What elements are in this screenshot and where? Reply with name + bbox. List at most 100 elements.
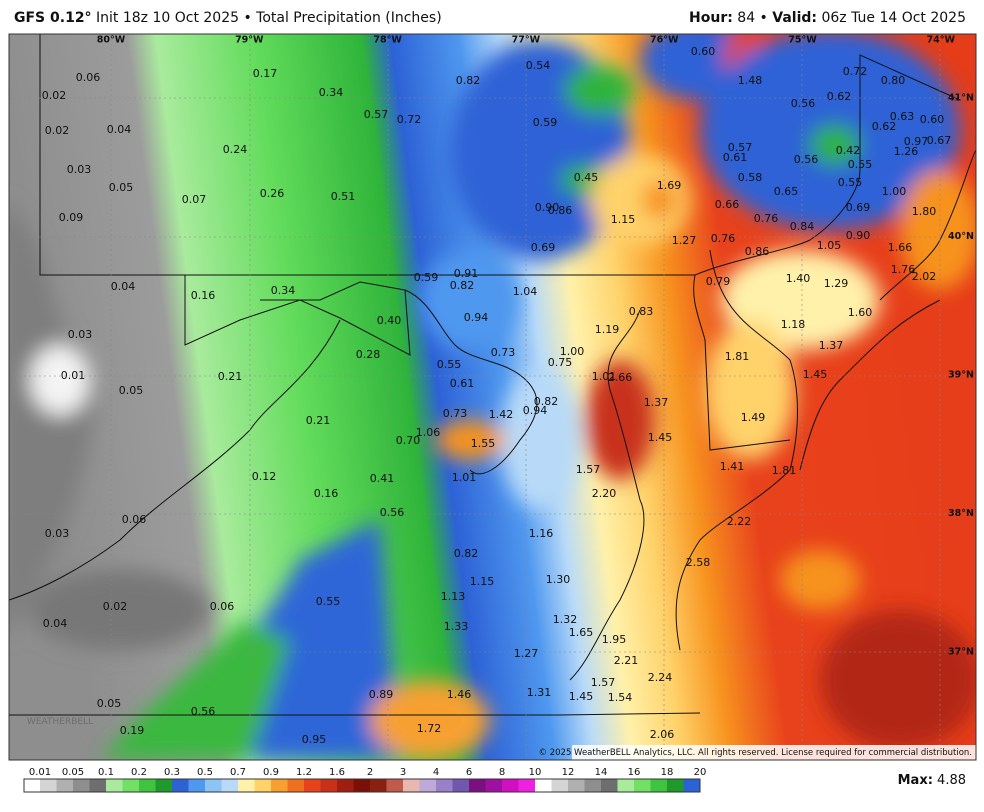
point-value: 0.02 [42,89,67,102]
point-value: 0.97 [904,135,929,148]
colorbar-swatch [73,779,90,792]
point-value: 1.81 [725,350,750,363]
point-value: 0.55 [838,176,863,189]
point-value: 0.06 [76,71,101,84]
point-value: 1.13 [441,590,466,603]
point-value: 0.61 [723,151,748,164]
point-value: 0.60 [691,45,716,58]
point-value: 1.72 [417,722,442,735]
point-value: 0.05 [97,697,122,710]
hour: 84 • [733,10,772,26]
point-value: 1.00 [882,185,907,198]
map: 0.17 0.06 0.02 0.34 0.82 0.54 0.60 1.48 0.72 0.80… [9,34,976,760]
point-value: 0.34 [271,284,296,297]
point-value: 0.94 [523,404,548,417]
point-value: 0.65 [774,185,799,198]
point-value: 0.02 [45,124,70,137]
point-value: 0.21 [218,370,243,383]
colorbar-tick-label: 10 [529,767,542,778]
point-value: 0.76 [754,212,779,225]
point-value: 1.48 [738,74,763,87]
point-value: 1.37 [644,396,669,409]
point-value: 0.90 [535,201,560,214]
colorbar-tick-label: 6 [466,767,472,778]
point-value: 0.26 [260,187,285,200]
point-value: 0.16 [314,487,339,500]
watermark: WEATHERBELL [27,717,93,727]
point-value: 1.32 [553,613,578,626]
point-value: 0.62 [827,90,852,103]
point-value: 0.61 [450,377,475,390]
point-value: 1.42 [489,408,514,421]
colorbar-tick-label: 12 [562,767,575,778]
colorbar-swatch [650,779,667,792]
point-value: 1.54 [608,691,633,704]
point-value: 1.95 [602,633,627,646]
point-value: 0.59 [414,271,439,284]
point-value: 0.66 [715,198,740,211]
point-value: 0.95 [302,733,327,746]
map-title: GFS 0.12° Init 18z 10 Oct 2025 • Total P… [14,10,442,26]
point-value: 0.56 [191,705,216,718]
longitude-label: 76°W [650,35,679,46]
point-value: 0.16 [191,289,216,302]
valid: 06z Tue 14 Oct 2025 [817,10,966,26]
point-value: 1.31 [527,686,552,699]
point-value: 0.59 [533,116,558,129]
point-value: 2.21 [614,654,639,667]
point-value: 0.04 [107,123,132,136]
point-value: 0.57 [364,108,389,121]
point-value: 1.60 [848,306,873,319]
colorbar-swatch [238,779,255,792]
colorbar-swatch [617,779,634,792]
point-value: 0.03 [68,328,93,341]
point-value: 0.82 [450,279,475,292]
point-value: 0.04 [43,617,68,630]
longitude-label: 78°W [373,35,402,46]
colorbar-tick-label: 2 [367,767,373,778]
colorbar-swatch [601,779,618,792]
colorbar-swatch [40,779,57,792]
point-value: 0.06 [210,600,235,613]
colorbar-swatch [535,779,552,792]
point-value: 0.24 [223,143,248,156]
colorbar-tick-label: 0.2 [131,767,147,778]
colorbar-swatch [56,779,73,792]
point-value: 0.04 [111,280,136,293]
value-labels: 0.17 0.06 0.02 0.34 0.82 0.54 0.60 1.48 0.72 0.80… [42,45,952,746]
colorbar-swatch [584,779,601,792]
point-value: 0.56 [380,506,405,519]
point-value: 1.66 [888,241,913,254]
precip-blobs [9,34,976,760]
point-value: 1.00 [560,345,585,358]
colorbar-tick-label: 8 [499,767,505,778]
colorbar-swatch [254,779,271,792]
colorbar: 0.01 0.05 0.1 0.2 0.3 0.5 0.7 0.9 1.2 1.6 2 3 4 6 8 10 1… [23,767,706,793]
colorbar-swatch [188,779,205,792]
point-value: 0.55 [848,158,873,171]
colorbar-swatch [403,779,420,792]
latitude-label: 39°N [948,370,974,381]
colorbar-swatch [353,779,370,792]
point-value: 1.29 [824,277,849,290]
point-value: 1.16 [529,527,554,540]
point-value: 1.01 [452,471,477,484]
point-value: 0.03 [45,527,70,540]
point-value: 1.69 [657,179,682,192]
point-value: 1.45 [569,690,594,703]
point-value: 0.90 [846,229,871,242]
point-value: 1.18 [781,318,806,331]
colorbar-swatch [568,779,585,792]
graticule-labels: 80°W 79°W 78°W 77°W 76°W 75°W 74°W 41°N 40°N 39°N… [97,35,974,658]
map-frame [8,33,977,761]
point-value: 0.40 [377,314,402,327]
point-value: 2.22 [727,515,752,528]
graticule [9,34,976,760]
point-value: 0.42 [836,144,861,157]
point-value: 1.40 [786,272,811,285]
colorbar-tick-label: 4 [433,767,439,778]
latitude-label: 38°N [948,508,974,519]
point-value: 0.94 [464,311,489,324]
point-value: 0.56 [794,153,819,166]
